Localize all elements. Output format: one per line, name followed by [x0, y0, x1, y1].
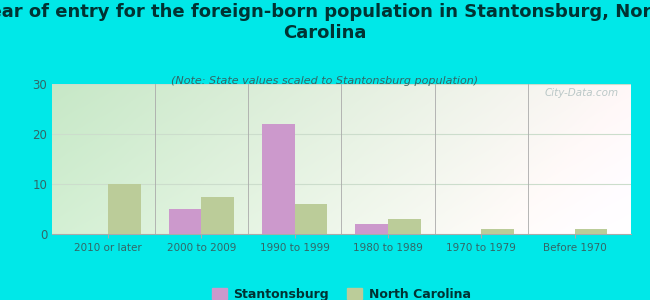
- Legend: Stantonsburg, North Carolina: Stantonsburg, North Carolina: [207, 283, 476, 300]
- Text: (Note: State values scaled to Stantonsburg population): (Note: State values scaled to Stantonsbu…: [172, 76, 478, 86]
- Bar: [294, 204, 327, 234]
- Bar: [388, 219, 421, 234]
- Bar: [481, 229, 514, 234]
- Bar: [168, 209, 202, 234]
- Bar: [202, 196, 234, 234]
- Bar: [262, 124, 294, 234]
- Bar: [356, 224, 388, 234]
- Text: City-Data.com: City-Data.com: [545, 88, 619, 98]
- Bar: [108, 184, 140, 234]
- Bar: [575, 229, 607, 234]
- Text: Year of entry for the foreign-born population in Stantonsburg, North
Carolina: Year of entry for the foreign-born popul…: [0, 3, 650, 42]
